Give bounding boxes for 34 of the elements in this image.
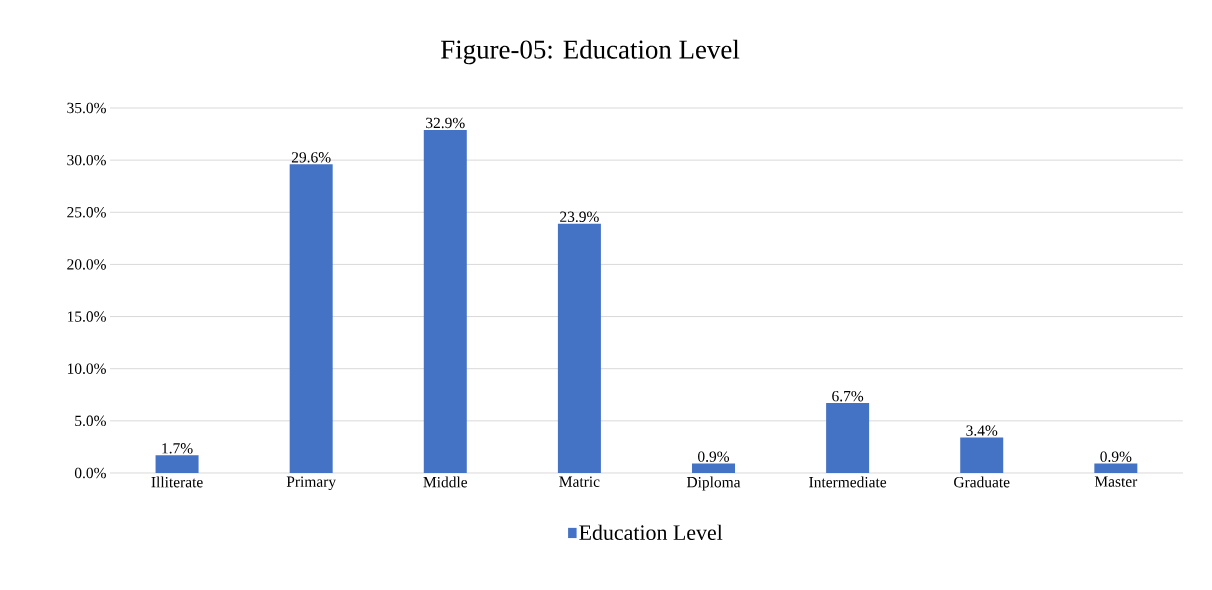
- bar: [960, 437, 1004, 473]
- x-tick-label: Illiterate: [151, 476, 203, 488]
- x-tick-label: Intermediate: [809, 476, 887, 488]
- data-label: 32.9%: [426, 117, 465, 129]
- bar: [155, 455, 199, 473]
- bar: [557, 223, 601, 473]
- y-tick-label: 0.0%: [74, 467, 106, 479]
- data-label: 6.7%: [832, 390, 864, 402]
- x-tick-label: Master: [1094, 476, 1138, 487]
- y-tick-label: 10.0%: [67, 363, 106, 374]
- legend-label: Education Level: [579, 524, 723, 541]
- bar: [692, 463, 736, 473]
- x-tick-label: Graduate: [954, 476, 1010, 488]
- data-label: 29.6%: [291, 152, 331, 163]
- y-tick-label: 25.0%: [67, 207, 106, 218]
- bar: [1094, 463, 1138, 473]
- chart-title: Figure-05: Education Level: [441, 39, 740, 65]
- bar: [826, 403, 870, 473]
- x-tick-label: Diploma: [686, 476, 741, 491]
- x-tick-label: Matric: [559, 476, 600, 487]
- bar: [423, 129, 467, 473]
- y-tick-label: 20.0%: [67, 259, 106, 270]
- x-tick-label: Middle: [423, 476, 468, 488]
- y-tick-label: 35.0%: [67, 102, 106, 114]
- y-tick-label: 30.0%: [67, 154, 106, 166]
- y-tick-label: 15.0%: [67, 311, 106, 322]
- data-label: 1.7%: [162, 443, 193, 454]
- data-label: 3.4%: [966, 425, 998, 436]
- x-tick-label: Primary: [286, 476, 336, 491]
- y-tick-label: 5.0%: [75, 415, 106, 427]
- data-label: 0.9%: [1100, 451, 1132, 462]
- data-label: 0.9%: [698, 451, 730, 462]
- bar: [289, 164, 333, 473]
- data-label: 23.9%: [560, 211, 599, 223]
